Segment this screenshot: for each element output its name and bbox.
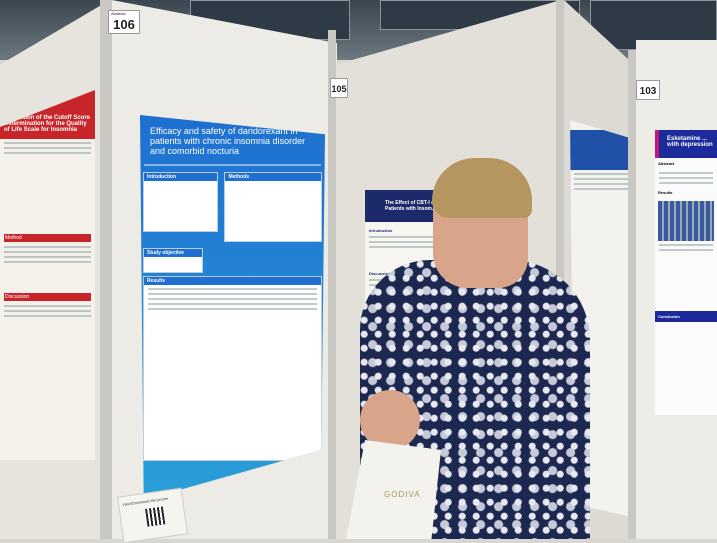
section-study-objective: Study objective — [144, 248, 202, 257]
right-poster-title: Esketamine ... with depression — [655, 130, 717, 158]
board-frame — [100, 0, 112, 539]
person-hair — [432, 158, 532, 218]
left-poster: Evaluation of the Cutoff Score Determina… — [0, 90, 95, 460]
person-arm — [360, 390, 420, 450]
shopping-bag: GODIVA — [346, 440, 441, 539]
board-number-105: 105 — [330, 78, 348, 98]
main-poster: Efficacy and safety of daridorexant in p… — [140, 115, 325, 500]
board-number-106: Abstract 106 — [108, 10, 140, 34]
board-frame — [328, 30, 336, 539]
right-poster: Esketamine ... with depression Abstract … — [655, 130, 717, 415]
qr-flyer: View/Download the poster — [117, 487, 188, 543]
section-introduction: Introduction — [144, 172, 218, 181]
board-frame — [628, 50, 636, 539]
left-poster-section: Method — [4, 234, 91, 242]
board-frame — [556, 0, 564, 539]
board-number-103: 103 — [636, 80, 660, 100]
bag-brand: GODIVA — [384, 490, 421, 499]
section-results: Results — [144, 276, 321, 285]
left-poster-section: Discussion — [4, 293, 91, 301]
qr-code-icon — [145, 506, 166, 527]
main-poster-title: Efficacy and safety of daridorexant in p… — [150, 126, 306, 156]
section-methods: Methods — [225, 172, 321, 181]
